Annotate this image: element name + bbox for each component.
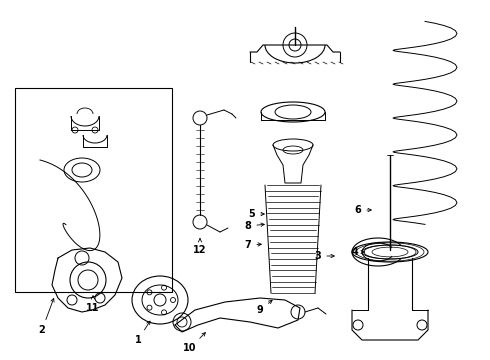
- Text: 3: 3: [315, 251, 334, 261]
- Text: 1: 1: [135, 321, 150, 345]
- Text: 6: 6: [355, 205, 371, 215]
- Text: 11: 11: [86, 296, 100, 313]
- Text: 8: 8: [245, 221, 264, 231]
- Text: 9: 9: [257, 300, 272, 315]
- Text: 12: 12: [193, 239, 207, 255]
- Text: 5: 5: [248, 209, 264, 219]
- Text: 10: 10: [183, 333, 205, 353]
- Bar: [15, 88, 172, 292]
- Text: 4: 4: [352, 247, 365, 257]
- Text: 7: 7: [245, 240, 261, 250]
- Text: 2: 2: [39, 298, 54, 335]
